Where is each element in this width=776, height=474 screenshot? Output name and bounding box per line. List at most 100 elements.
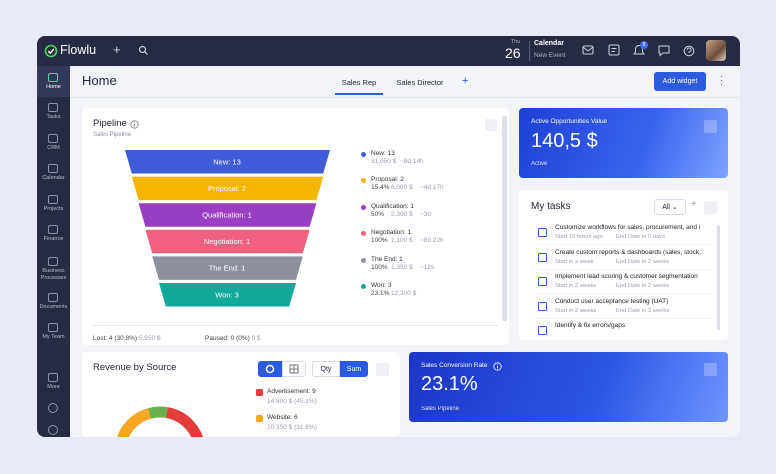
sidebar-icon[interactable] xyxy=(48,323,58,332)
qty-button[interactable]: Qty xyxy=(312,361,340,377)
sidebar-icon[interactable] xyxy=(48,257,58,266)
sidebar-icon[interactable] xyxy=(48,425,58,435)
active-value-card: Active Opportunities Value 140,5 $ Activ… xyxy=(519,108,728,178)
sidebar-icon[interactable] xyxy=(48,403,58,413)
search-icon[interactable] xyxy=(138,45,149,56)
paused-amount: 0 $ xyxy=(251,335,261,342)
legend-label: Proposal: 2 xyxy=(371,176,404,184)
tab[interactable]: Sales Director xyxy=(396,78,444,87)
metric-caption: Active xyxy=(531,161,548,167)
legend-percent: 100% xyxy=(371,237,388,245)
sidebar-icon[interactable] xyxy=(48,293,58,302)
legend-label: Website: 6 xyxy=(267,414,298,421)
task-title[interactable]: Create custom reports & dashboards (sale… xyxy=(555,248,701,256)
task-checkbox[interactable] xyxy=(538,252,547,262)
funnel-stage xyxy=(145,229,310,254)
funnel-label: Proposal: 2 xyxy=(208,184,246,193)
drag-handle[interactable] xyxy=(704,201,717,214)
legend-dot xyxy=(361,284,366,289)
avatar[interactable] xyxy=(706,40,726,61)
task-title[interactable]: Conduct user acceptance testing (UAT) xyxy=(555,297,669,305)
sidebar-label[interactable]: Finance xyxy=(43,236,64,242)
task-checkbox[interactable] xyxy=(538,326,547,335)
sidebar-icon[interactable] xyxy=(48,103,58,112)
card-title: Pipeline xyxy=(93,118,127,129)
logo-icon xyxy=(44,44,58,58)
task-title[interactable]: Customize workflows for sales, procureme… xyxy=(555,224,701,231)
filter-label: All xyxy=(662,203,670,211)
sidebar-label[interactable]: CRM xyxy=(47,145,60,151)
sidebar-label[interactable]: Documents xyxy=(39,304,68,310)
new-event[interactable]: New Event xyxy=(534,52,566,59)
tasks-card: My tasks All ⌄ + Customize workflows for… xyxy=(519,190,728,340)
task-start: Start in a week xyxy=(555,258,594,265)
tab[interactable]: Sales Rep xyxy=(341,78,377,87)
sidebar-icon[interactable] xyxy=(48,195,58,204)
add-widget-button[interactable]: Add widget xyxy=(654,72,706,91)
legend-percent: 50% xyxy=(371,210,385,218)
pipeline-card: Pipeline Sales Pipeline New: 13 Proposal:… xyxy=(82,108,509,345)
funnel-label: Negotiation: 1 xyxy=(204,237,250,246)
donut-segment xyxy=(117,408,152,437)
header-border xyxy=(70,97,740,98)
legend-label: Negotiation: 1 xyxy=(371,229,412,237)
funnel-stage xyxy=(159,283,296,307)
add-task[interactable]: + xyxy=(691,199,697,210)
task-checkbox[interactable] xyxy=(538,228,547,237)
more-menu[interactable]: · · · xyxy=(720,71,723,89)
drag-handle[interactable] xyxy=(704,120,717,133)
card-subtitle: Sales Pipeline xyxy=(93,132,132,138)
sidebar-icon[interactable] xyxy=(48,134,58,143)
drag-handle[interactable] xyxy=(485,119,497,131)
drag-handle[interactable] xyxy=(704,363,717,376)
filter-dropdown[interactable]: All ⌄ xyxy=(654,199,686,215)
card-title: My tasks xyxy=(531,201,571,212)
sidebar-icon[interactable] xyxy=(48,73,58,82)
separator xyxy=(93,325,498,326)
task-title[interactable]: Identify & fix errors/gaps xyxy=(555,322,626,329)
legend-amount: 12,300 $ xyxy=(391,290,417,297)
sidebar-label[interactable]: Tasks xyxy=(46,114,61,120)
title-text: Sales Conversion Rate xyxy=(421,362,488,369)
legend-amount: 2,300 $ xyxy=(391,210,413,218)
sidebar-label[interactable]: My Team xyxy=(42,334,65,340)
tab-underline xyxy=(335,93,383,95)
add-tab[interactable]: + xyxy=(462,75,469,87)
sidebar-icon[interactable] xyxy=(48,164,58,173)
legend-time: ~8d 22h xyxy=(420,237,444,245)
sidebar-icon[interactable] xyxy=(48,225,58,234)
task-title[interactable]: Implement lead scoring & customer segmen… xyxy=(555,273,698,280)
legend-detail: 14 800 $ (45.1%) xyxy=(267,398,317,405)
divider xyxy=(529,41,530,61)
legend-percent: 100% xyxy=(371,263,388,271)
task-checkbox[interactable] xyxy=(538,301,547,311)
funnel-stage xyxy=(131,176,324,201)
sidebar-label[interactable]: More xyxy=(47,384,60,390)
sidebar-label[interactable]: Business Processes xyxy=(40,268,67,281)
sidebar-label[interactable]: Projects xyxy=(43,206,64,212)
donut-segment xyxy=(165,407,203,437)
funnel-stage xyxy=(152,256,303,280)
drag-handle[interactable] xyxy=(376,363,389,376)
metric-caption: Sales Pipeline xyxy=(421,406,460,412)
info-icon[interactable] xyxy=(493,362,502,371)
calendar-day: Thu xyxy=(510,39,521,45)
calendar-label[interactable]: Calendar xyxy=(534,40,564,47)
legend-time: ~3d xyxy=(420,210,432,218)
funnel-stage xyxy=(138,203,317,227)
task-checkbox[interactable] xyxy=(538,277,547,286)
task-divider xyxy=(535,293,713,294)
table-view-button[interactable] xyxy=(282,361,306,377)
chart-view-button[interactable] xyxy=(258,361,282,377)
revenue-card: Revenue by Source Qty Sum Advertisement:… xyxy=(82,352,400,437)
info-icon[interactable] xyxy=(130,120,139,129)
sidebar-icon[interactable] xyxy=(48,373,58,382)
sum-button[interactable]: Sum xyxy=(340,361,368,377)
sidebar-label[interactable]: Calendar xyxy=(42,175,65,181)
add-icon[interactable]: + xyxy=(113,42,121,57)
sidebar-label[interactable]: Home xyxy=(46,84,61,90)
donut xyxy=(117,406,203,437)
scrollbar xyxy=(717,225,720,330)
scrollbar xyxy=(502,116,507,321)
calendar-date: 26 xyxy=(505,45,521,61)
